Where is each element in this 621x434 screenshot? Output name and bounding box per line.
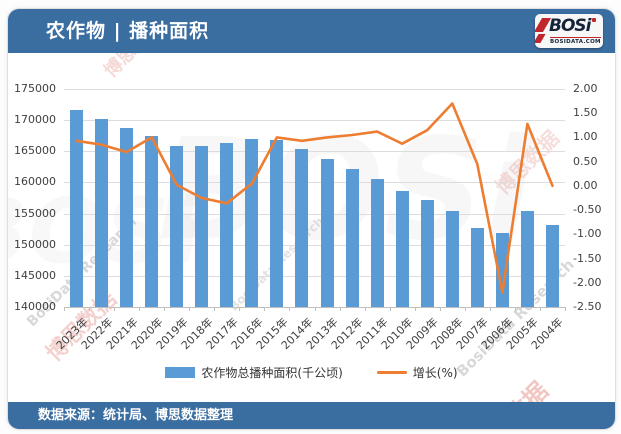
- bar-2015年: [270, 140, 284, 307]
- right-axis-tick-label: -1.00: [573, 227, 602, 241]
- right-axis-tick-label: -2.50: [573, 300, 602, 313]
- legend-bar-label: 农作物总播种面积(千公顷): [201, 366, 343, 380]
- left-axis-tick-label: 165000: [14, 144, 56, 158]
- bar-2019年: [170, 145, 184, 307]
- x-axis-tick: [89, 307, 91, 311]
- legend-bar-swatch: [165, 367, 196, 378]
- bar-2004年: [545, 224, 559, 307]
- bar-2005年: [520, 211, 534, 307]
- right-axis-tick-label: -1.50: [573, 251, 602, 265]
- left-axis-tick-label: 170000: [14, 113, 56, 127]
- x-axis-tick: [439, 307, 441, 311]
- right-axis-tick-label: 0.00: [573, 178, 598, 192]
- x-axis-tick: [414, 307, 416, 311]
- left-axis-tick-label: 160000: [14, 175, 56, 189]
- left-axis-tick-label: 145000: [14, 268, 56, 282]
- bar-2018年: [195, 145, 209, 307]
- bar-2017年: [220, 143, 234, 307]
- gridline: [64, 151, 565, 153]
- left-axis-tick-label: 155000: [14, 206, 56, 220]
- bar-2012年: [345, 169, 359, 307]
- bar-2011年: [370, 179, 384, 307]
- gridline: [64, 213, 565, 215]
- x-axis-tick: [264, 307, 266, 311]
- bar-2008年: [445, 211, 459, 307]
- legend: 农作物总播种面积(千公顷) 增长(%): [8, 364, 615, 381]
- watermark-cn-text: 博思数据: [490, 125, 564, 200]
- gridline: [64, 275, 565, 277]
- right-axis-tick-label: -0.50: [573, 203, 602, 217]
- logo-dot-icon: [592, 18, 596, 22]
- right-axis-tick-label: 1.00: [573, 130, 598, 144]
- bar-2016年: [245, 138, 259, 307]
- legend-item-area: 农作物总播种面积(千公顷): [165, 364, 343, 381]
- x-axis-tick: [464, 307, 466, 311]
- x-axis-tick: [565, 307, 566, 311]
- x-axis-tick: [539, 307, 541, 311]
- x-axis-tick: [389, 307, 391, 311]
- bar-2022年: [95, 118, 109, 307]
- logo-text: BOSi: [549, 16, 591, 36]
- footer-bar: 数据来源：统计局、博思数据整理: [8, 402, 615, 429]
- gridline: [64, 182, 565, 184]
- x-axis-tick: [189, 307, 191, 311]
- bar-2023年: [70, 109, 84, 307]
- bar-2007年: [470, 227, 484, 307]
- bar-2006年: [495, 232, 509, 307]
- gridline: [64, 89, 565, 90]
- legend-line-label: 增长(%): [412, 366, 458, 380]
- bar-2010年: [395, 191, 409, 307]
- data-source: 数据来源：统计局、博思数据整理: [38, 408, 234, 423]
- right-axis-tick-label: 0.50: [573, 154, 598, 168]
- legend-line-swatch: [376, 371, 407, 374]
- right-axis-tick-label: 1.50: [573, 106, 598, 120]
- left-axis-tick-label: 175000: [14, 82, 56, 95]
- x-axis-tick: [364, 307, 366, 311]
- x-axis-tick: [514, 307, 516, 311]
- x-axis-tick: [314, 307, 316, 311]
- x-axis-tick: [139, 307, 141, 311]
- bar-2020年: [145, 136, 159, 307]
- x-axis-tick: [339, 307, 341, 311]
- header-bar: 农作物 | 播种面积 BOSi BOSIDATA.COM: [8, 9, 615, 53]
- chart-card: BOSi BOSi BosiData Research BosiData Res…: [7, 8, 616, 430]
- bar-2009年: [420, 200, 434, 307]
- right-axis-tick-label: -2.00: [573, 275, 602, 289]
- page-title: 农作物 | 播种面积: [46, 20, 210, 42]
- x-axis-tick: [489, 307, 491, 311]
- x-axis-tick: [239, 307, 241, 311]
- bosi-logo: BOSi BOSIDATA.COM: [535, 14, 603, 48]
- right-axis-tick-label: 2.00: [573, 82, 598, 95]
- logo-subtext: BOSIDATA.COM: [550, 37, 601, 45]
- x-axis-tick: [64, 307, 65, 311]
- x-axis-tick: [114, 307, 116, 311]
- left-axis-tick-label: 150000: [14, 237, 56, 251]
- x-axis-tick: [214, 307, 216, 311]
- gridline: [64, 244, 565, 246]
- x-axis-tick: [289, 307, 291, 311]
- legend-item-growth: 增长(%): [376, 364, 458, 381]
- left-axis-tick-label: 140000: [14, 300, 56, 313]
- bar-2013年: [320, 159, 334, 307]
- logo-stripe-icon: [535, 34, 546, 43]
- gridline: [64, 120, 565, 122]
- bar-2014年: [295, 149, 309, 307]
- bar-2021年: [120, 128, 134, 307]
- x-axis-tick: [164, 307, 166, 311]
